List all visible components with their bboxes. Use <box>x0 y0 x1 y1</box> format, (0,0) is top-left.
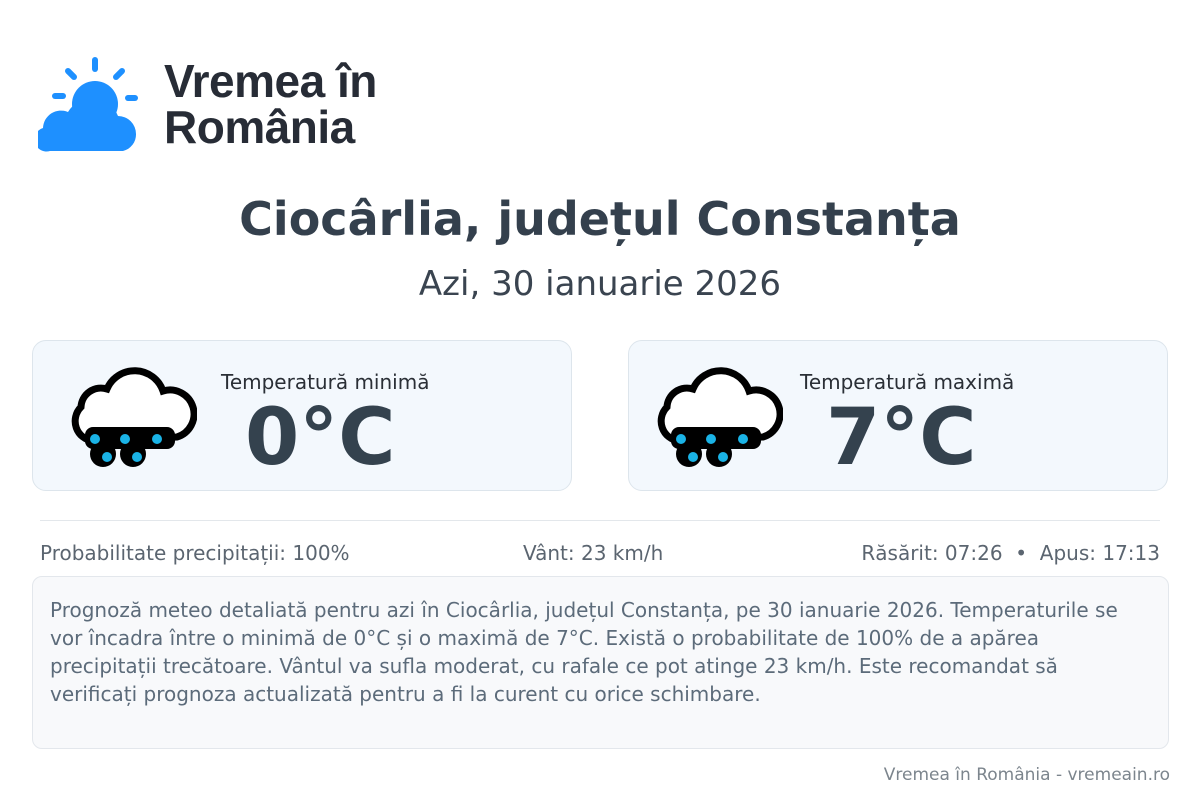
forecast-description: Prognoză meteo detaliată pentru azi în C… <box>32 576 1169 749</box>
min-temp-value: 0°C <box>245 393 396 483</box>
max-temp-value: 7°C <box>826 393 977 483</box>
divider <box>40 520 1160 521</box>
date: Azi, 30 ianuarie 2026 <box>418 264 782 304</box>
max-temp-label: Temperatură maximă <box>800 370 1015 394</box>
rain-cloud-icon <box>71 367 197 467</box>
brand-line2: România <box>164 101 355 153</box>
footer: Vremea în România - vremeain.ro <box>883 765 1170 785</box>
sun-cloud-icon <box>38 57 138 152</box>
min-temp-card: Temperatură minimă 0°C <box>32 340 572 491</box>
min-temp-label: Temperatură minimă <box>221 370 430 394</box>
logo: Vremea în România <box>38 56 377 152</box>
sun-times-stat: Răsărit: 07:26 • Apus: 17:13 <box>861 541 1160 565</box>
brand-line1: Vremea în <box>164 55 377 107</box>
precipitation-stat: Probabilitate precipitații: 100% <box>40 541 350 565</box>
wind-stat: Vânt: 23 km/h <box>523 541 664 565</box>
rain-cloud-icon <box>657 367 783 467</box>
page-title: Ciocârlia, județul Constanța <box>239 192 961 246</box>
max-temp-card: Temperatură maximă 7°C <box>628 340 1168 491</box>
